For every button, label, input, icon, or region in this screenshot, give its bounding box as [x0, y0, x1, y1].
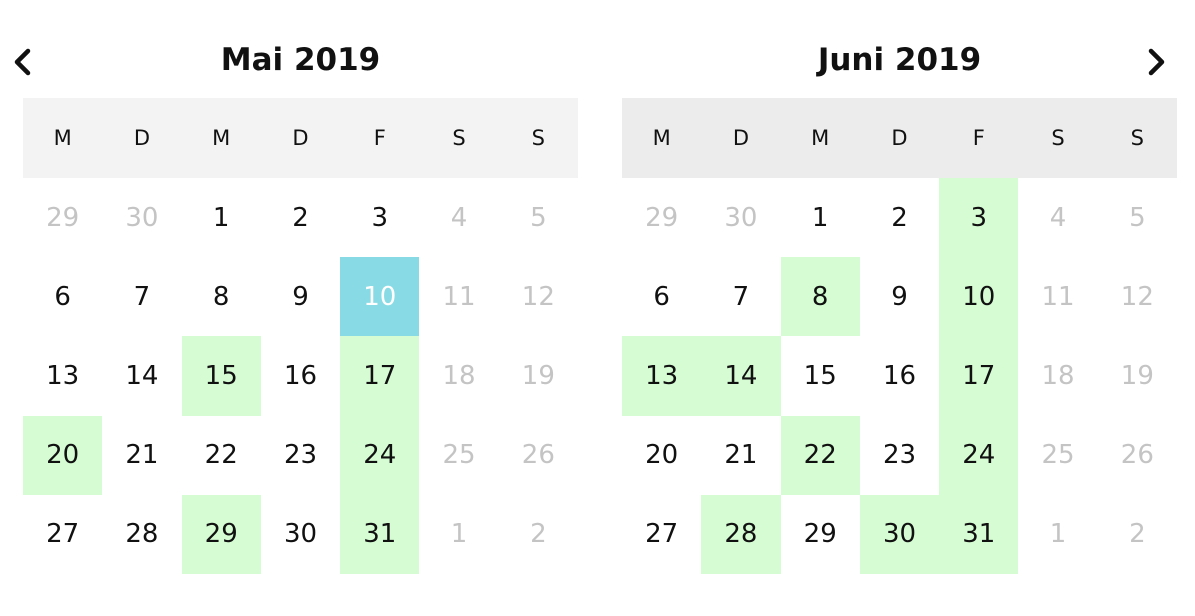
day-cell-outside: 25 — [442, 440, 476, 471]
weekday-label: D — [292, 126, 309, 150]
day-cell[interactable]: 6 — [653, 281, 670, 312]
weekday-label: S — [452, 126, 466, 150]
day-cell-outside: 18 — [1041, 360, 1075, 391]
day-cell[interactable]: 16 — [283, 360, 318, 391]
weekday-label: S — [531, 126, 546, 150]
day-cell[interactable]: 13 — [46, 360, 80, 391]
day-cell[interactable]: 9 — [292, 281, 309, 312]
day-grid: 29 30 1 2 3 4 5 6 7 8 9 10 11 12 13 14 15 16 17 18 19 20 21 22 2… — [23, 178, 578, 574]
day-cell[interactable]: 9 — [891, 281, 908, 312]
weekday-label: M — [212, 126, 231, 150]
day-cell-outside: 4 — [450, 202, 468, 233]
day-cell-available[interactable]: 31 — [939, 494, 1019, 574]
day-cell[interactable]: 30 — [283, 519, 318, 550]
day-cell-available[interactable]: 8 — [780, 257, 860, 337]
day-cell[interactable]: 22 — [204, 440, 238, 471]
weekday-label: M — [811, 126, 830, 150]
day-cell-available[interactable]: 15 — [181, 336, 261, 416]
day-cell-available[interactable]: 13 — [622, 336, 702, 416]
day-cell-outside: 12 — [521, 281, 555, 312]
weekday-label: D — [133, 126, 150, 150]
weekday-label: M — [652, 126, 671, 150]
month-title: Mai 2019 — [220, 42, 381, 78]
day-cell-outside: 18 — [442, 360, 476, 391]
day-cell-outside: 19 — [1120, 360, 1154, 391]
day-cell[interactable]: 20 — [645, 440, 679, 471]
day-cell[interactable]: 28 — [125, 519, 159, 550]
day-cell[interactable]: 29 — [803, 519, 837, 550]
day-cell-outside: 2 — [530, 519, 547, 550]
weekday-label: S — [1130, 126, 1145, 150]
day-cell[interactable]: 8 — [212, 281, 230, 312]
day-cell-available[interactable]: 28 — [701, 494, 781, 574]
day-cell[interactable]: 3 — [371, 202, 389, 233]
weekday-label: F — [373, 126, 386, 150]
day-cell-outside: 30 — [125, 202, 159, 233]
weekday-label: F — [972, 126, 985, 150]
day-cell[interactable]: 23 — [882, 440, 917, 471]
day-cell-outside: 5 — [530, 202, 547, 233]
prev-month-button[interactable] — [0, 40, 44, 84]
day-cell-available[interactable]: 24 — [340, 415, 420, 495]
day-cell-outside: 25 — [1041, 440, 1075, 471]
day-cell[interactable]: 23 — [283, 440, 318, 471]
day-cell-outside: 29 — [46, 202, 80, 233]
day-cell[interactable]: 21 — [724, 440, 758, 471]
weekday-label: D — [891, 126, 908, 150]
chevron-right-icon — [1148, 48, 1165, 76]
day-cell-available[interactable]: 3 — [939, 178, 1019, 258]
day-cell[interactable]: 1 — [811, 202, 829, 233]
day-cell-available[interactable]: 29 — [181, 494, 261, 574]
day-cell-available[interactable]: 22 — [780, 415, 860, 495]
weekday-label: M — [53, 126, 72, 150]
day-cell[interactable]: 2 — [891, 202, 908, 233]
day-cell[interactable]: 21 — [125, 440, 159, 471]
day-cell-available[interactable]: 14 — [701, 336, 781, 416]
day-cell[interactable]: 1 — [212, 202, 230, 233]
month-title: Juni 2019 — [817, 42, 982, 78]
day-cell-outside: 19 — [521, 360, 555, 391]
next-month-button[interactable] — [1135, 40, 1179, 84]
day-cell-available[interactable]: 20 — [23, 415, 103, 495]
day-cell-available[interactable]: 24 — [939, 415, 1019, 495]
day-cell-available[interactable]: 17 — [340, 336, 420, 416]
day-cell[interactable]: 2 — [292, 202, 309, 233]
day-cell-outside: 4 — [1049, 202, 1067, 233]
day-cell[interactable]: 15 — [803, 360, 837, 391]
day-cell-available[interactable]: 10 — [939, 257, 1019, 337]
day-cell-available[interactable]: 30 — [859, 494, 940, 574]
day-cell-outside: 11 — [442, 281, 476, 312]
day-cell[interactable]: 14 — [125, 360, 159, 391]
day-cell[interactable]: 7 — [133, 281, 151, 312]
day-cell-outside: 12 — [1120, 281, 1154, 312]
chevron-left-icon — [14, 48, 31, 76]
day-cell-outside: 1 — [450, 519, 468, 550]
day-cell[interactable]: 27 — [645, 519, 679, 550]
day-cell-outside: 26 — [521, 440, 555, 471]
day-cell-available[interactable]: 17 — [939, 336, 1019, 416]
day-cell-outside: 1 — [1049, 519, 1067, 550]
day-cell[interactable]: 16 — [882, 360, 917, 391]
day-cell-outside: 2 — [1129, 519, 1146, 550]
weekday-label: S — [1051, 126, 1065, 150]
day-cell[interactable]: 7 — [732, 281, 750, 312]
day-cell-outside: 30 — [724, 202, 758, 233]
day-cell-selected[interactable]: 10 — [340, 257, 420, 337]
day-cell-outside: 29 — [645, 202, 679, 233]
day-grid: 29 30 1 2 3 4 5 6 7 8 9 10 11 12 13 14 15 16 17 18 19 20 21 22 2… — [622, 178, 1177, 574]
day-cell[interactable]: 27 — [46, 519, 80, 550]
day-cell-outside: 26 — [1120, 440, 1154, 471]
weekday-label: D — [732, 126, 749, 150]
day-cell[interactable]: 6 — [54, 281, 71, 312]
day-cell-outside: 5 — [1129, 202, 1146, 233]
day-cell-outside: 11 — [1041, 281, 1075, 312]
day-cell-available[interactable]: 31 — [340, 494, 420, 574]
